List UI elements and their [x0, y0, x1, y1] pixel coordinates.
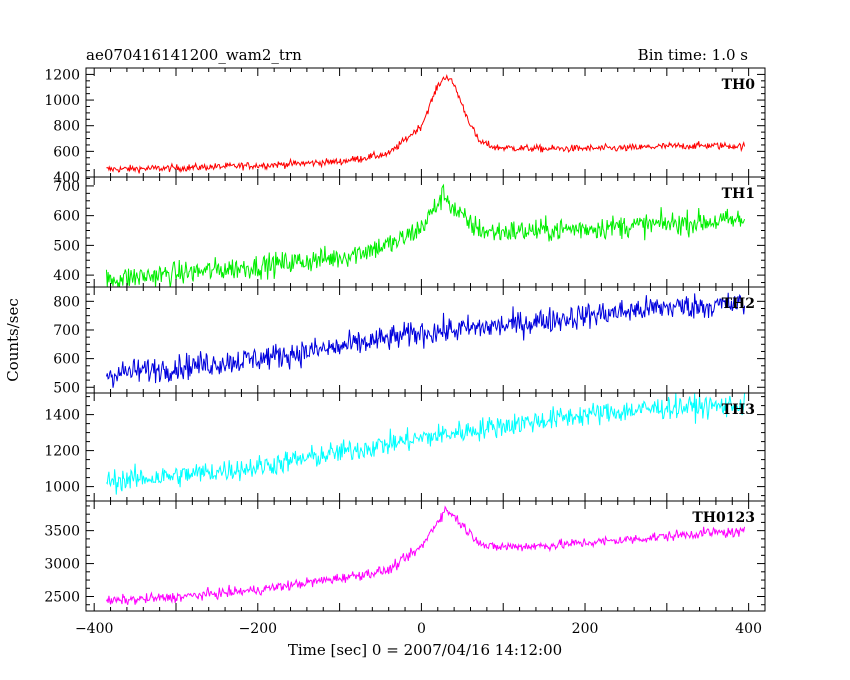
y-tick-label: 700 — [53, 323, 80, 339]
y-tick-label: 3500 — [44, 524, 80, 540]
panels-group: TH0 400 600 800 1000 1200 TH1 400 500 600 700 TH2 50… — [44, 67, 766, 637]
y-tick-label: 700 — [53, 179, 80, 195]
y-tick-label: 600 — [53, 352, 80, 368]
y-tick-label: 500 — [53, 380, 80, 396]
panel-frame-th0 — [85, 67, 766, 178]
panel-label-th0: TH0 — [722, 77, 756, 93]
y-tick-label: 1000 — [44, 480, 80, 496]
bin-time-label: Bin time: 1.0 s — [638, 46, 748, 64]
y-tick-label: 2500 — [44, 590, 80, 606]
y-tick-label: 800 — [53, 294, 80, 310]
y-tick-label: 800 — [53, 119, 80, 135]
panel-label-th2: TH2 — [722, 296, 755, 312]
x-tick-label: −200 — [239, 621, 277, 637]
series-line-th0123 — [106, 505, 746, 605]
x-tick-label: 0 — [417, 621, 426, 637]
x-tick-label: −400 — [75, 621, 113, 637]
panel-frame-th1 — [85, 176, 766, 288]
figure-title: ae070416141200_wam2_trn — [86, 46, 302, 64]
series-line-th1 — [105, 183, 746, 287]
y-tick-label: 3000 — [44, 557, 80, 573]
panel-frame-th0123 — [85, 500, 766, 612]
panel-frame-th3 — [85, 392, 766, 502]
y-axis-label: Counts/sec — [4, 298, 22, 382]
x-axis-label: Time [sec] 0 = 2007/04/16 14:12:00 — [288, 641, 562, 659]
y-tick-label: 400 — [53, 268, 80, 284]
x-tick-label: 400 — [735, 621, 762, 637]
y-tick-label: 400 — [53, 170, 80, 186]
y-tick-label: 1200 — [44, 67, 80, 83]
y-tick-label: 1200 — [44, 444, 80, 460]
y-tick-label: 1000 — [44, 93, 80, 109]
y-tick-label: 500 — [53, 238, 80, 254]
panel-label-th3: TH3 — [722, 402, 755, 418]
series-line-th0 — [106, 74, 746, 174]
series-line-th2 — [105, 292, 746, 388]
x-tick-label: 200 — [572, 621, 599, 637]
y-tick-label: 600 — [53, 144, 80, 160]
y-tick-label: 1400 — [44, 408, 80, 424]
panel-label-th0123: TH0123 — [692, 510, 755, 526]
panel-label-th1: TH1 — [722, 186, 755, 202]
series-line-th3 — [106, 393, 746, 495]
y-tick-label: 600 — [53, 209, 80, 225]
